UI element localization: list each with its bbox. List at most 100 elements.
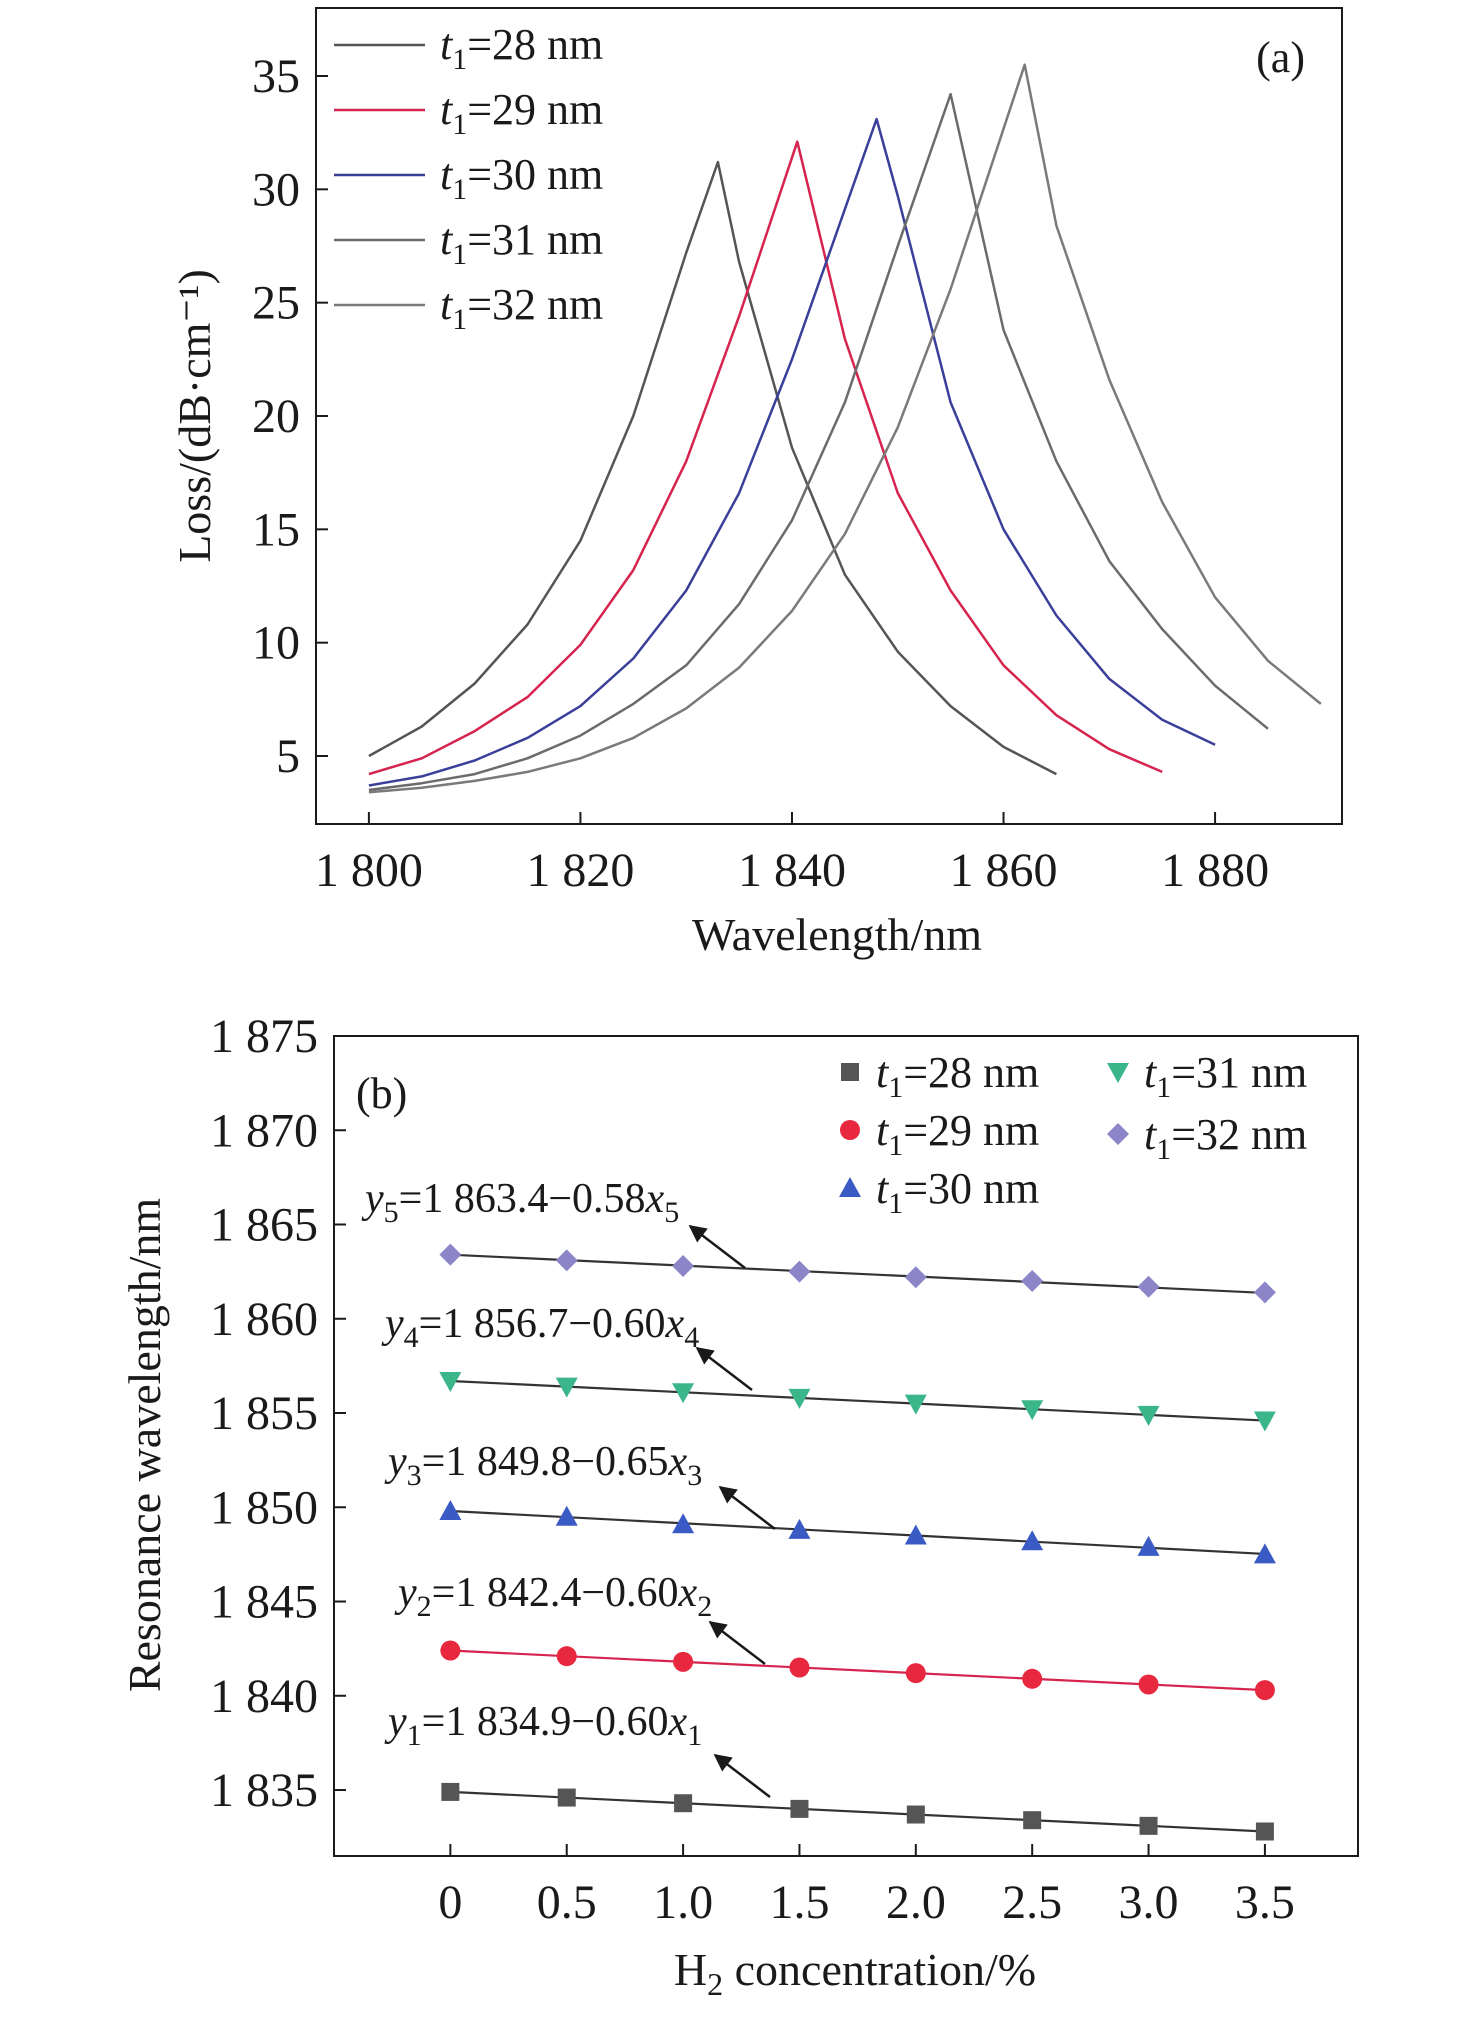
panel-b-data-point xyxy=(439,1371,462,1392)
panel-b-data-point xyxy=(1253,1281,1276,1304)
panel-a-y-tick-label: 25 xyxy=(252,277,300,330)
panel-b-data-point xyxy=(1021,1400,1044,1421)
panel-b-x-tick-label: 3.5 xyxy=(1235,1876,1295,1929)
panel-a-legend-label: t1=28 nm xyxy=(440,20,603,76)
panel-b-data-point xyxy=(788,1260,811,1283)
panel-b-data-point xyxy=(557,1788,576,1807)
panel-b-annotation-arrow xyxy=(708,1620,766,1665)
panel-a-series-group xyxy=(368,63,1322,794)
panel-b-fit-line xyxy=(450,1253,1265,1295)
panel-b-data-point xyxy=(673,1651,694,1672)
panel-b-annotation-arrow xyxy=(713,1753,771,1798)
panel-b-legend-marker xyxy=(840,1120,860,1140)
panel-b-y-tick-label: 1 855 xyxy=(210,1387,318,1440)
panel-a-legend: t1=28 nm t1=29 nm t1=30 nm t1=31 nm t1=32 nm xyxy=(334,20,603,336)
panel-a-y-tick-label: 35 xyxy=(252,50,300,103)
panel-b-x-axis-title-main: H xyxy=(674,1944,707,1995)
panel-b-y-tick-label: 1 860 xyxy=(210,1293,318,1346)
panel-b-data-point xyxy=(556,1646,577,1667)
panel-b-x-ticks: 0 0.5 1.0 1.5 2.0 2.5 3.0 3.5 xyxy=(438,1844,1295,1929)
panel-b-legend-label: t1=32 nm xyxy=(1144,1110,1307,1166)
panel-a-y-tick-label: 5 xyxy=(276,730,300,783)
panel-b-data-point xyxy=(1021,1530,1044,1551)
panel-b-data-point xyxy=(672,1383,695,1404)
panel-a-label: (a) xyxy=(1256,33,1305,82)
panel-a-legend-label: t1=32 nm xyxy=(440,280,603,336)
panel-b-data-point xyxy=(439,1500,462,1521)
panel-b-x-tick-label: 2.5 xyxy=(1002,1876,1062,1929)
panel-b-data-point xyxy=(1253,1543,1276,1564)
panel-b-x-tick-label: 0 xyxy=(438,1876,462,1929)
panel-b-data-point xyxy=(555,1249,578,1272)
panel-b-x-axis-title: H2 concentration/% xyxy=(674,1944,1036,2002)
panel-b-fit-equation: y5=1 863.4−0.58x5 xyxy=(361,1176,679,1229)
panel-b-data-point xyxy=(439,1243,462,1266)
panel-a-y-tick-label: 15 xyxy=(252,503,300,556)
panel-a-series-line xyxy=(368,63,1322,794)
panel-b-data-point xyxy=(904,1266,927,1289)
panel-b-y-tick-label: 1 840 xyxy=(210,1670,318,1723)
panel-a-y-tick-label: 20 xyxy=(252,390,300,443)
panel-b-x-axis-title-rest: concentration/% xyxy=(723,1944,1036,1995)
panel-a-series-line xyxy=(368,92,1269,792)
panel-b-y-tick-label: 1 870 xyxy=(210,1104,318,1157)
panel-b-x-tick-label: 1.5 xyxy=(769,1876,829,1929)
panel-b-data-point xyxy=(441,1782,460,1801)
panel-b-legend-label: t1=30 nm xyxy=(876,1164,1039,1220)
panel-a-y-tick-label: 30 xyxy=(252,163,300,216)
panel-b-data-point xyxy=(788,1518,811,1539)
panel-a-legend-label: t1=29 nm xyxy=(440,85,603,141)
panel-b-legend-label: t1=29 nm xyxy=(876,1106,1039,1162)
panel-a-x-tick-label: 1 820 xyxy=(526,844,634,897)
panel-b-data-point xyxy=(906,1805,925,1824)
panel-a-series-line xyxy=(368,160,1057,776)
panel-b-fit-equation: y3=1 849.8−0.65x3 xyxy=(384,1439,702,1492)
panel-b-data-point xyxy=(789,1657,810,1678)
panel-b-y-tick-label: 1 835 xyxy=(210,1764,318,1817)
panel-b-x-tick-label: 0.5 xyxy=(537,1876,597,1929)
panel-b-data-point xyxy=(788,1388,811,1409)
panel-a-chart: 1 800 1 820 1 840 1 860 1 880 5101520253035 … xyxy=(169,7,1343,960)
panel-b-y-tick-label: 1 875 xyxy=(210,1010,318,1063)
panel-b-y-tick-label: 1 865 xyxy=(210,1199,318,1252)
panel-b-x-axis-title-sub: 2 xyxy=(707,1966,723,2002)
panel-b-data-point xyxy=(1253,1411,1276,1432)
panel-b-legend-marker xyxy=(1107,1063,1129,1083)
panel-b-data-point xyxy=(672,1254,695,1277)
panel-a-x-tick-label: 1 800 xyxy=(315,844,423,897)
panel-b-x-tick-label: 2.0 xyxy=(886,1876,946,1929)
panel-b-data-point xyxy=(790,1799,809,1818)
panel-b-data-point xyxy=(1137,1535,1160,1556)
panel-b-x-tick-label: 3.0 xyxy=(1119,1876,1179,1929)
panel-a-y-ticks: 5 10 15 20 25 30 35 xyxy=(252,50,328,783)
panel-a-y-axis-title: Loss/(dB·cm⁻¹) xyxy=(169,269,220,563)
panel-b-data-point xyxy=(1254,1680,1275,1701)
panel-a-series-line xyxy=(368,117,1216,787)
panel-b-data-point xyxy=(904,1524,927,1545)
panel-b-legend-marker xyxy=(841,1063,859,1081)
panel-b-annotation-arrow xyxy=(718,1485,776,1530)
panel-a-x-tick-label: 1 840 xyxy=(738,844,846,897)
panel-b-fit-annotations: y1=1 834.9−0.60x1 y2=1 842.4−0.60x2 y3=1 8… xyxy=(361,1176,776,1798)
panel-b-data-point xyxy=(1255,1822,1274,1841)
panel-b-data-point xyxy=(1022,1668,1043,1689)
panel-b-data-point xyxy=(440,1640,461,1661)
panel-b-data-point xyxy=(1023,1811,1042,1830)
panel-b-x-tick-label: 1.0 xyxy=(653,1876,713,1929)
panel-b-data-point xyxy=(1137,1275,1160,1298)
panel-b-data-point xyxy=(1138,1674,1159,1695)
panel-b-data-point xyxy=(555,1377,578,1398)
panel-b-y-tick-label: 1 845 xyxy=(210,1576,318,1629)
panel-a-series-line xyxy=(368,140,1163,776)
panel-b-data-point xyxy=(672,1513,695,1534)
panel-b-fit-equation: y1=1 834.9−0.60x1 xyxy=(384,1699,702,1752)
panel-b-data-point xyxy=(905,1663,926,1684)
panel-a-x-ticks: 1 800 1 820 1 840 1 860 1 880 xyxy=(315,812,1269,897)
panel-b-data-point xyxy=(1021,1270,1044,1293)
panel-b-y-axis-title: Resonance wavelength/nm xyxy=(119,1198,170,1693)
panel-b-fit-line xyxy=(450,1790,1265,1833)
panel-b-fit-line xyxy=(450,1509,1265,1556)
panel-b-data-point xyxy=(1137,1405,1160,1426)
panel-a-x-tick-label: 1 860 xyxy=(950,844,1058,897)
